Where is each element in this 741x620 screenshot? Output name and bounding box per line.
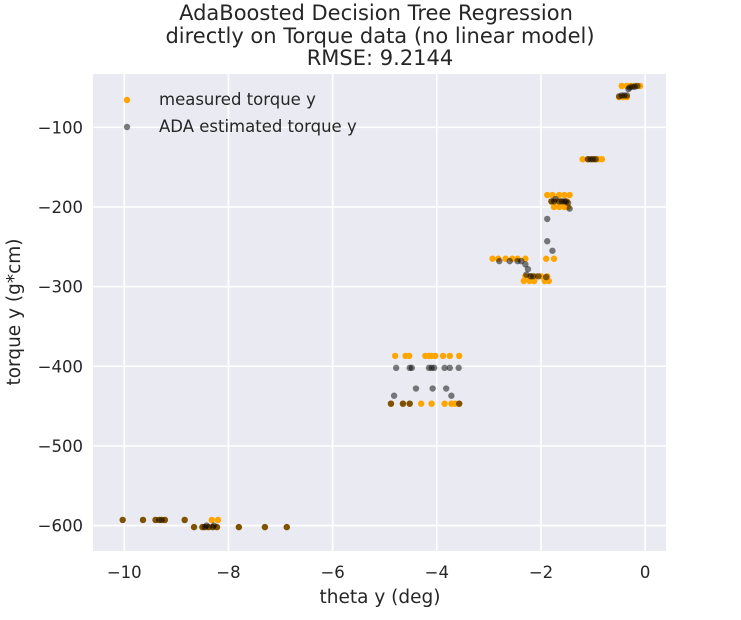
estimated-point [529, 273, 537, 280]
measured-point [579, 156, 586, 163]
estimated-point [430, 364, 438, 372]
grid-lines [93, 74, 666, 551]
estimated-point [506, 257, 513, 265]
estimated-point [442, 385, 450, 392]
estimated-point [566, 205, 573, 212]
estimated-point [496, 257, 503, 265]
estimated-point [399, 400, 407, 407]
measured-point [417, 400, 425, 407]
estimated-point [429, 385, 436, 392]
estimated-point [455, 364, 462, 372]
legend-marker-measured [123, 96, 131, 104]
estimated-point [592, 156, 599, 163]
plot-area [93, 74, 666, 551]
data-points [119, 82, 644, 531]
measured-point [544, 191, 551, 199]
estimated-point [623, 92, 631, 99]
estimated-point [283, 523, 290, 531]
x-tick-label: −10 [107, 563, 142, 582]
estimated-point [446, 364, 454, 372]
y-tick-label: −600 [38, 517, 83, 536]
y-tick-label: −500 [38, 437, 83, 456]
chart-title-line-2: directly on Torque data (no linear model… [165, 24, 594, 48]
measured-point [566, 191, 573, 199]
estimated-point [549, 247, 556, 254]
x-tick-label: 0 [640, 563, 651, 582]
y-axis-label: torque y (g*cm) [4, 238, 25, 385]
estimated-point [524, 265, 532, 273]
measured-point [405, 352, 413, 360]
chart-title-line-1: AdaBoosted Decision Tree Regression [179, 1, 573, 25]
estimated-point [190, 523, 198, 531]
x-axis-ticks: −10 −8 −6 −4 −2 0 [107, 563, 651, 582]
x-tick-label: −2 [529, 563, 553, 582]
x-tick-label: −8 [216, 563, 240, 582]
estimated-point [535, 273, 542, 280]
legend-label-measured: measured torque y [159, 90, 316, 109]
measured-point [455, 352, 463, 360]
y-tick-label: −300 [38, 278, 83, 297]
measured-point [526, 277, 533, 285]
estimated-point [544, 215, 551, 223]
measured-point [432, 352, 439, 360]
estimated-point [542, 273, 550, 281]
measured-point [556, 203, 563, 211]
measured-point [208, 516, 215, 524]
measured-point [439, 352, 447, 360]
measured-point [489, 255, 496, 262]
estimated-point [203, 522, 210, 529]
estimated-point [119, 516, 126, 524]
estimated-point [634, 82, 641, 90]
measured-point [550, 255, 558, 262]
y-tick-label: −200 [38, 198, 83, 217]
estimated-point [441, 364, 448, 372]
measured-point [214, 516, 222, 524]
chart-title-line-3: RMSE: 9.2144 [307, 46, 454, 70]
y-tick-label: −400 [38, 357, 83, 376]
measured-point [561, 191, 568, 199]
estimated-point [390, 392, 398, 399]
measured-point [428, 400, 435, 407]
estimated-point [161, 516, 169, 524]
measured-point [618, 82, 625, 90]
estimated-point [392, 364, 400, 372]
legend-marker-estimated [123, 123, 131, 131]
measured-point [598, 156, 606, 163]
measured-point [550, 203, 558, 211]
y-axis-ticks: −600 −500 −400 −300 −200 −100 [38, 118, 83, 535]
estimated-point [564, 199, 572, 207]
measured-point [391, 352, 399, 360]
estimated-point [544, 238, 551, 245]
estimated-point [387, 400, 395, 407]
y-tick-label: −100 [38, 118, 83, 137]
legend: measured torque y ADA estimated torque y [123, 90, 357, 136]
estimated-point [235, 523, 243, 531]
estimated-point [412, 385, 420, 392]
estimated-point [448, 392, 455, 399]
estimated-point [522, 261, 529, 268]
measured-point [531, 277, 538, 285]
x-tick-label: −4 [425, 563, 449, 582]
measured-point [441, 400, 448, 407]
measured-point [446, 352, 454, 360]
measured-point [542, 255, 550, 262]
estimated-point [455, 400, 463, 407]
legend-label-estimated: ADA estimated torque y [159, 117, 357, 136]
x-tick-label: −6 [320, 563, 344, 582]
estimated-point [408, 364, 415, 372]
estimated-point [261, 523, 269, 531]
measured-point [520, 277, 527, 285]
estimated-point [181, 516, 188, 524]
estimated-point [406, 400, 413, 407]
estimated-point [139, 516, 147, 524]
x-axis-label: theta y (deg) [320, 587, 441, 608]
estimated-point [210, 522, 218, 529]
